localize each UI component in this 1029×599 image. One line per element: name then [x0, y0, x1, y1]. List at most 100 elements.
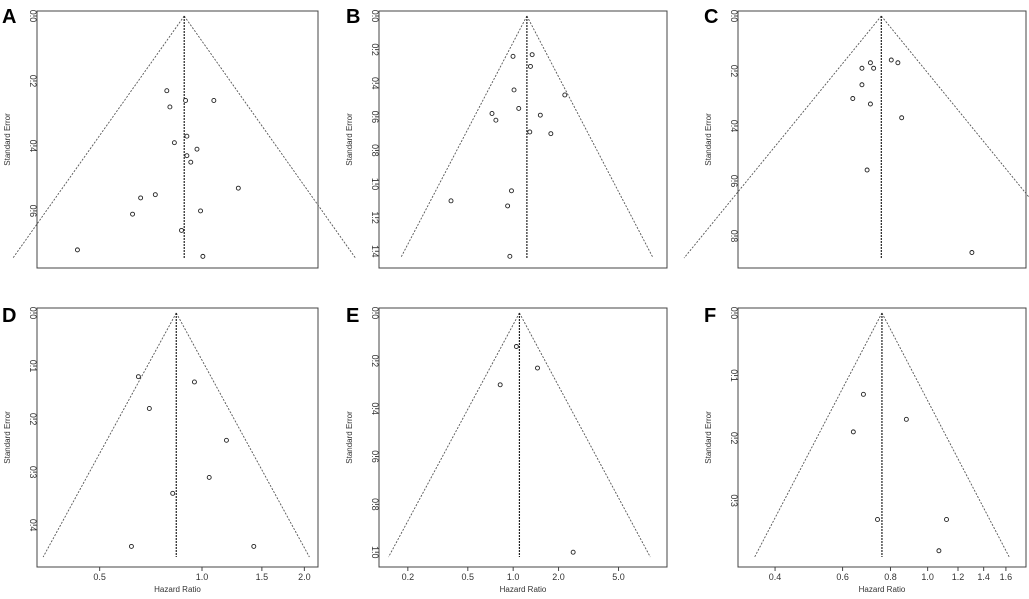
study-point	[511, 87, 517, 93]
x-tick-label: 1.4	[977, 572, 990, 582]
plot-frame	[737, 307, 1027, 568]
study-point	[509, 188, 514, 194]
study-point	[903, 416, 909, 422]
y-tick-label: 0.0	[28, 10, 38, 23]
y-tick-label: 0.4	[370, 77, 380, 90]
y-axis-label: Standard Error	[704, 411, 713, 464]
study-point	[860, 391, 866, 397]
panel-label: C	[704, 6, 718, 28]
study-point	[164, 88, 170, 94]
y-tick-label: 0.3	[729, 494, 739, 507]
y-axis-label: Standard Error	[704, 113, 713, 166]
study-point	[936, 548, 942, 554]
y-tick-label: 0.6	[370, 450, 380, 463]
study-point	[529, 52, 535, 58]
study-point	[850, 429, 856, 435]
study-point	[859, 65, 865, 71]
panel-label: D	[2, 305, 16, 327]
x-tick-label: 1.0	[921, 572, 934, 582]
study-point	[527, 129, 533, 135]
study-point	[516, 105, 522, 111]
y-tick-label: 0.4	[370, 402, 380, 415]
y-tick-label: 0.2	[28, 75, 38, 88]
funnel-right-limit	[175, 312, 310, 558]
y-tick-label: 0.2	[729, 65, 739, 78]
plot-frame	[36, 10, 319, 269]
funnel-panel-c: C 0.0 0.2 0.4 0.6 0.8 Standard Error	[683, 6, 1029, 269]
funnel-left-limit	[388, 312, 520, 558]
study-point	[191, 379, 197, 385]
study-point	[497, 382, 503, 388]
study-point	[167, 104, 173, 110]
panel-label: A	[2, 6, 16, 28]
panel-label: B	[346, 6, 360, 28]
study-point	[528, 63, 533, 69]
study-point	[537, 112, 543, 118]
plot-frame	[378, 10, 668, 269]
y-tick-label: 0.3	[28, 466, 38, 479]
study-point	[489, 111, 495, 116]
plot-frame	[378, 307, 668, 568]
study-point	[235, 185, 241, 191]
study-point	[171, 140, 177, 146]
x-tick-label: 0.8	[884, 572, 897, 582]
study-point	[198, 208, 203, 214]
y-tick-label: 0.1	[729, 369, 739, 382]
plot-frame	[36, 307, 319, 568]
study-point	[211, 98, 217, 103]
y-tick-label: 0.8	[729, 230, 739, 243]
y-tick-label: 0.2	[370, 43, 380, 56]
x-tick-label: 1.5	[256, 572, 269, 582]
study-point	[183, 98, 189, 103]
study-point	[535, 365, 540, 371]
y-tick-label: 0.0	[28, 307, 38, 320]
y-axis-label: Standard Error	[3, 411, 12, 464]
study-point	[850, 96, 856, 101]
study-point	[179, 227, 184, 233]
funnel-right-limit	[881, 312, 1010, 558]
plot-frame	[737, 10, 1027, 269]
x-tick-label: 0.5	[93, 572, 106, 582]
study-point	[867, 60, 873, 66]
study-point	[899, 115, 905, 121]
y-tick-label: 0.2	[28, 413, 38, 426]
panel-label: F	[704, 305, 716, 327]
panel-label: E	[346, 305, 359, 327]
y-tick-label: 1.0	[370, 546, 380, 559]
y-tick-label: 0.0	[370, 307, 380, 320]
x-axis-label: Hazard Ratio	[859, 585, 906, 594]
study-point	[135, 374, 141, 380]
funnel-right-limit	[519, 312, 651, 558]
y-tick-label: 0.1	[28, 360, 38, 373]
study-point	[888, 57, 894, 63]
study-point	[200, 253, 206, 259]
y-tick-label: 0.4	[28, 519, 38, 532]
y-tick-label: 0.0	[729, 10, 739, 23]
funnel-panel-e: E 0.0 0.2 0.4 0.6 0.8 1.0 Standard Error 0.2 0.5 1…	[345, 305, 668, 594]
study-point	[130, 211, 136, 217]
study-point	[944, 517, 949, 522]
y-tick-label: 1.4	[370, 245, 380, 258]
y-tick-label: 1.2	[370, 211, 380, 224]
funnel-left-limit	[42, 312, 177, 558]
study-point	[74, 247, 80, 253]
study-point	[184, 133, 190, 139]
study-point	[170, 490, 176, 496]
study-point	[188, 159, 194, 165]
funnel-right-limit	[880, 15, 1029, 198]
y-axis-label: Standard Error	[345, 113, 354, 166]
study-point	[128, 543, 134, 549]
y-tick-label: 0.6	[370, 111, 380, 124]
study-point	[448, 198, 454, 204]
x-tick-label: 1.6	[1000, 572, 1013, 582]
funnel-panel-d: D 0.0 0.1 0.2 0.3 0.4 Standard Error 0.5 1.0 1.5 2…	[2, 305, 319, 594]
study-point	[138, 195, 144, 201]
x-tick-label: 1.2	[952, 572, 965, 582]
y-tick-label: 0.4	[28, 140, 38, 153]
y-tick-label: 0.2	[370, 355, 380, 368]
study-point	[859, 82, 865, 88]
study-point	[505, 203, 511, 209]
x-tick-label: 0.4	[769, 572, 782, 582]
funnel-left-limit	[400, 15, 528, 259]
